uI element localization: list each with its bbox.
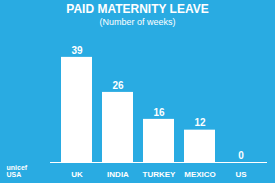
svg-text:TURKEY: TURKEY: [143, 170, 177, 179]
svg-text:INDIA: INDIA: [107, 170, 129, 179]
svg-text:unicefUSA: unicefUSA: [7, 164, 28, 178]
svg-text:0: 0: [238, 150, 244, 161]
svg-text:16: 16: [153, 107, 165, 118]
svg-text:12: 12: [194, 117, 206, 128]
svg-text:UK: UK: [71, 170, 83, 179]
svg-text:US: US: [235, 170, 247, 179]
html-text:(Number of weeks): (Number of weeks): [99, 17, 176, 27]
svg-text:39: 39: [71, 45, 83, 56]
html-text:PAID MATERNITY LEAVE: PAID MATERNITY LEAVE: [66, 2, 209, 16]
svg-text:26: 26: [112, 80, 124, 91]
svg-text:MEXICO: MEXICO: [184, 170, 216, 179]
